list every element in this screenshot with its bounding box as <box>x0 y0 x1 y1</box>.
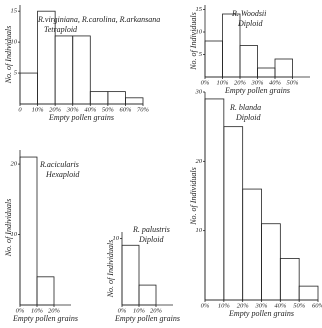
y-axis-label: No. of Individuals <box>106 240 115 299</box>
y-tick-label: 30 <box>195 88 203 95</box>
x-tick-label: 40% <box>84 106 97 113</box>
y-tick-label: 10 <box>196 28 203 35</box>
y-tick-label: 10 <box>113 235 120 242</box>
bar <box>242 188 262 301</box>
x-tick-label: 50% <box>102 106 115 113</box>
bar <box>125 97 144 105</box>
y-axis-label: No. of Individuals <box>4 199 13 258</box>
y-axis-label: No. of Individuals <box>189 167 198 226</box>
x-tick-label: 10% <box>217 79 230 86</box>
x-tick-label: 10% <box>31 307 44 314</box>
chart-subtitle: Diploid <box>138 235 164 244</box>
x-tick-label: 20% <box>49 106 62 113</box>
chart-subtitle: Hexaploid <box>45 170 80 179</box>
y-axis-label: No. of Individuals <box>189 12 198 71</box>
y-tick-label: 20 <box>11 161 18 168</box>
x-tick-label: 30% <box>251 79 265 86</box>
y-tick-label: 10 <box>11 231 18 238</box>
chart-subtitle: Tetraploid <box>44 25 78 34</box>
x-tick-label: 0% <box>201 302 210 309</box>
bar <box>223 126 244 301</box>
x-axis-label: Empty pollen grains <box>224 86 290 95</box>
x-tick-label: 20% <box>237 302 250 309</box>
x-tick-label: 70% <box>137 106 150 113</box>
x-tick-label: 0% <box>16 307 25 314</box>
chart-title: R. Woodsii <box>231 9 266 18</box>
chart-title: R. palustris <box>132 225 170 234</box>
y-tick-label: 5 <box>199 51 203 58</box>
x-axis-label: Empty pollen grains <box>228 309 294 318</box>
x-tick-label: 10% <box>133 307 146 314</box>
x-tick-label: 50% <box>287 79 300 86</box>
x-tick-label: 60% <box>119 106 132 113</box>
bar <box>107 91 126 105</box>
x-tick-label: 10% <box>32 106 45 113</box>
y-tick-label: 10 <box>196 227 203 234</box>
y-tick-label: 5 <box>14 70 18 77</box>
x-axis-label: Empty pollen grains <box>48 113 114 122</box>
y-tick-label: 15 <box>196 6 203 13</box>
x-tick-label: 30% <box>66 106 80 113</box>
y-tick-label: 10 <box>11 39 18 46</box>
bar <box>279 257 300 301</box>
x-tick-label: 40% <box>269 79 282 86</box>
y-tick-label: 15 <box>11 8 18 15</box>
bar <box>274 58 293 78</box>
x-tick-label: 20% <box>234 79 247 86</box>
bar <box>257 67 276 78</box>
chart-subtitle: Diploid <box>235 113 261 122</box>
x-tick-label: 0% <box>201 79 210 86</box>
x-axis-label: Empty pollen grains <box>12 314 78 323</box>
x-tick-label: 10% <box>218 302 231 309</box>
x-tick-label: 0% <box>118 307 127 314</box>
x-tick-label: 50% <box>293 302 306 309</box>
bar <box>36 276 55 306</box>
x-tick-label: 30% <box>255 302 269 309</box>
bar <box>89 91 109 105</box>
bar <box>19 72 38 105</box>
chart-title: R. blanda <box>229 103 261 112</box>
bar <box>19 156 38 306</box>
x-axis-label: Empty pollen grains <box>114 314 180 323</box>
x-tick-label: 0 <box>18 106 22 113</box>
bar <box>72 35 91 105</box>
bar <box>54 35 74 105</box>
chart-subtitle: Diploid <box>237 19 263 28</box>
chart-title: R.virginiana, R.carolina, R.arkansana <box>37 15 160 24</box>
chart-title: R.acicularis <box>39 160 79 169</box>
x-tick-label: 20% <box>48 307 61 314</box>
bar <box>121 244 140 306</box>
x-tick-label: 40% <box>274 302 287 309</box>
y-axis-label: No. of Individuals <box>4 26 13 85</box>
bar <box>138 284 157 306</box>
bar <box>204 98 225 301</box>
y-tick-label: 20 <box>196 158 203 165</box>
bar <box>298 285 319 301</box>
bar <box>261 223 281 301</box>
bar <box>239 45 258 78</box>
x-tick-label: 60% <box>312 302 322 309</box>
bar <box>204 40 223 78</box>
x-tick-label: 20% <box>150 307 163 314</box>
